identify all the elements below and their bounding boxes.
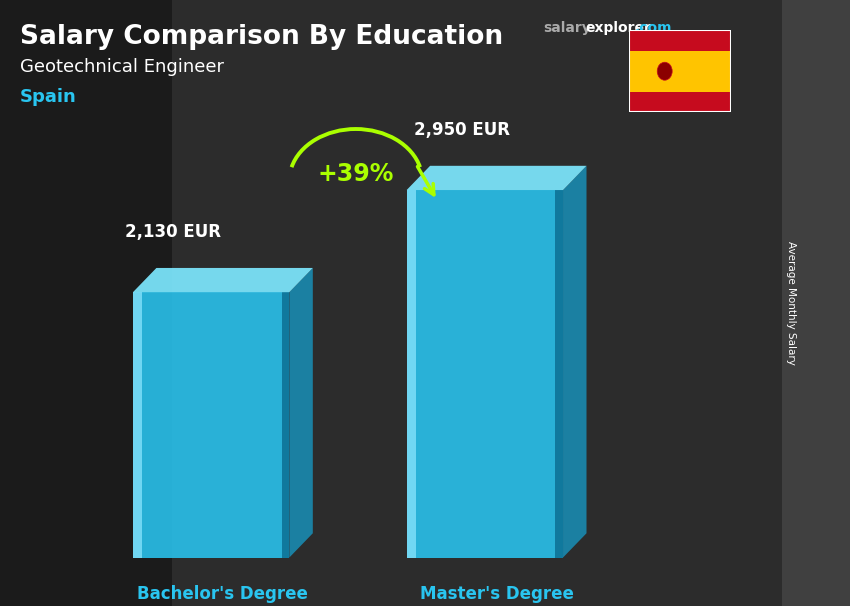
Text: 2,950 EUR: 2,950 EUR (415, 121, 511, 139)
Bar (629, 30, 731, 51)
Polygon shape (133, 292, 289, 558)
Polygon shape (563, 166, 586, 558)
Text: 2,130 EUR: 2,130 EUR (125, 222, 221, 241)
Text: Master's Degree: Master's Degree (420, 585, 574, 603)
Bar (0, 0, 172, 606)
Text: Average Monthly Salary: Average Monthly Salary (785, 241, 796, 365)
Text: explorer: explorer (585, 21, 651, 35)
Text: +39%: +39% (318, 162, 394, 187)
Polygon shape (406, 166, 586, 190)
Text: Spain: Spain (20, 88, 76, 106)
Bar (629, 51, 731, 92)
Polygon shape (281, 292, 289, 558)
Text: .com: .com (635, 21, 672, 35)
Text: Geotechnical Engineer: Geotechnical Engineer (20, 58, 224, 76)
Circle shape (657, 62, 672, 80)
Text: Salary Comparison By Education: Salary Comparison By Education (20, 24, 502, 50)
Text: salary: salary (543, 21, 592, 35)
Bar (629, 92, 731, 112)
Polygon shape (133, 268, 313, 292)
Text: Bachelor's Degree: Bachelor's Degree (138, 585, 309, 603)
Polygon shape (289, 268, 313, 558)
Polygon shape (406, 190, 563, 558)
Polygon shape (555, 190, 563, 558)
Polygon shape (406, 190, 416, 558)
Polygon shape (133, 292, 142, 558)
